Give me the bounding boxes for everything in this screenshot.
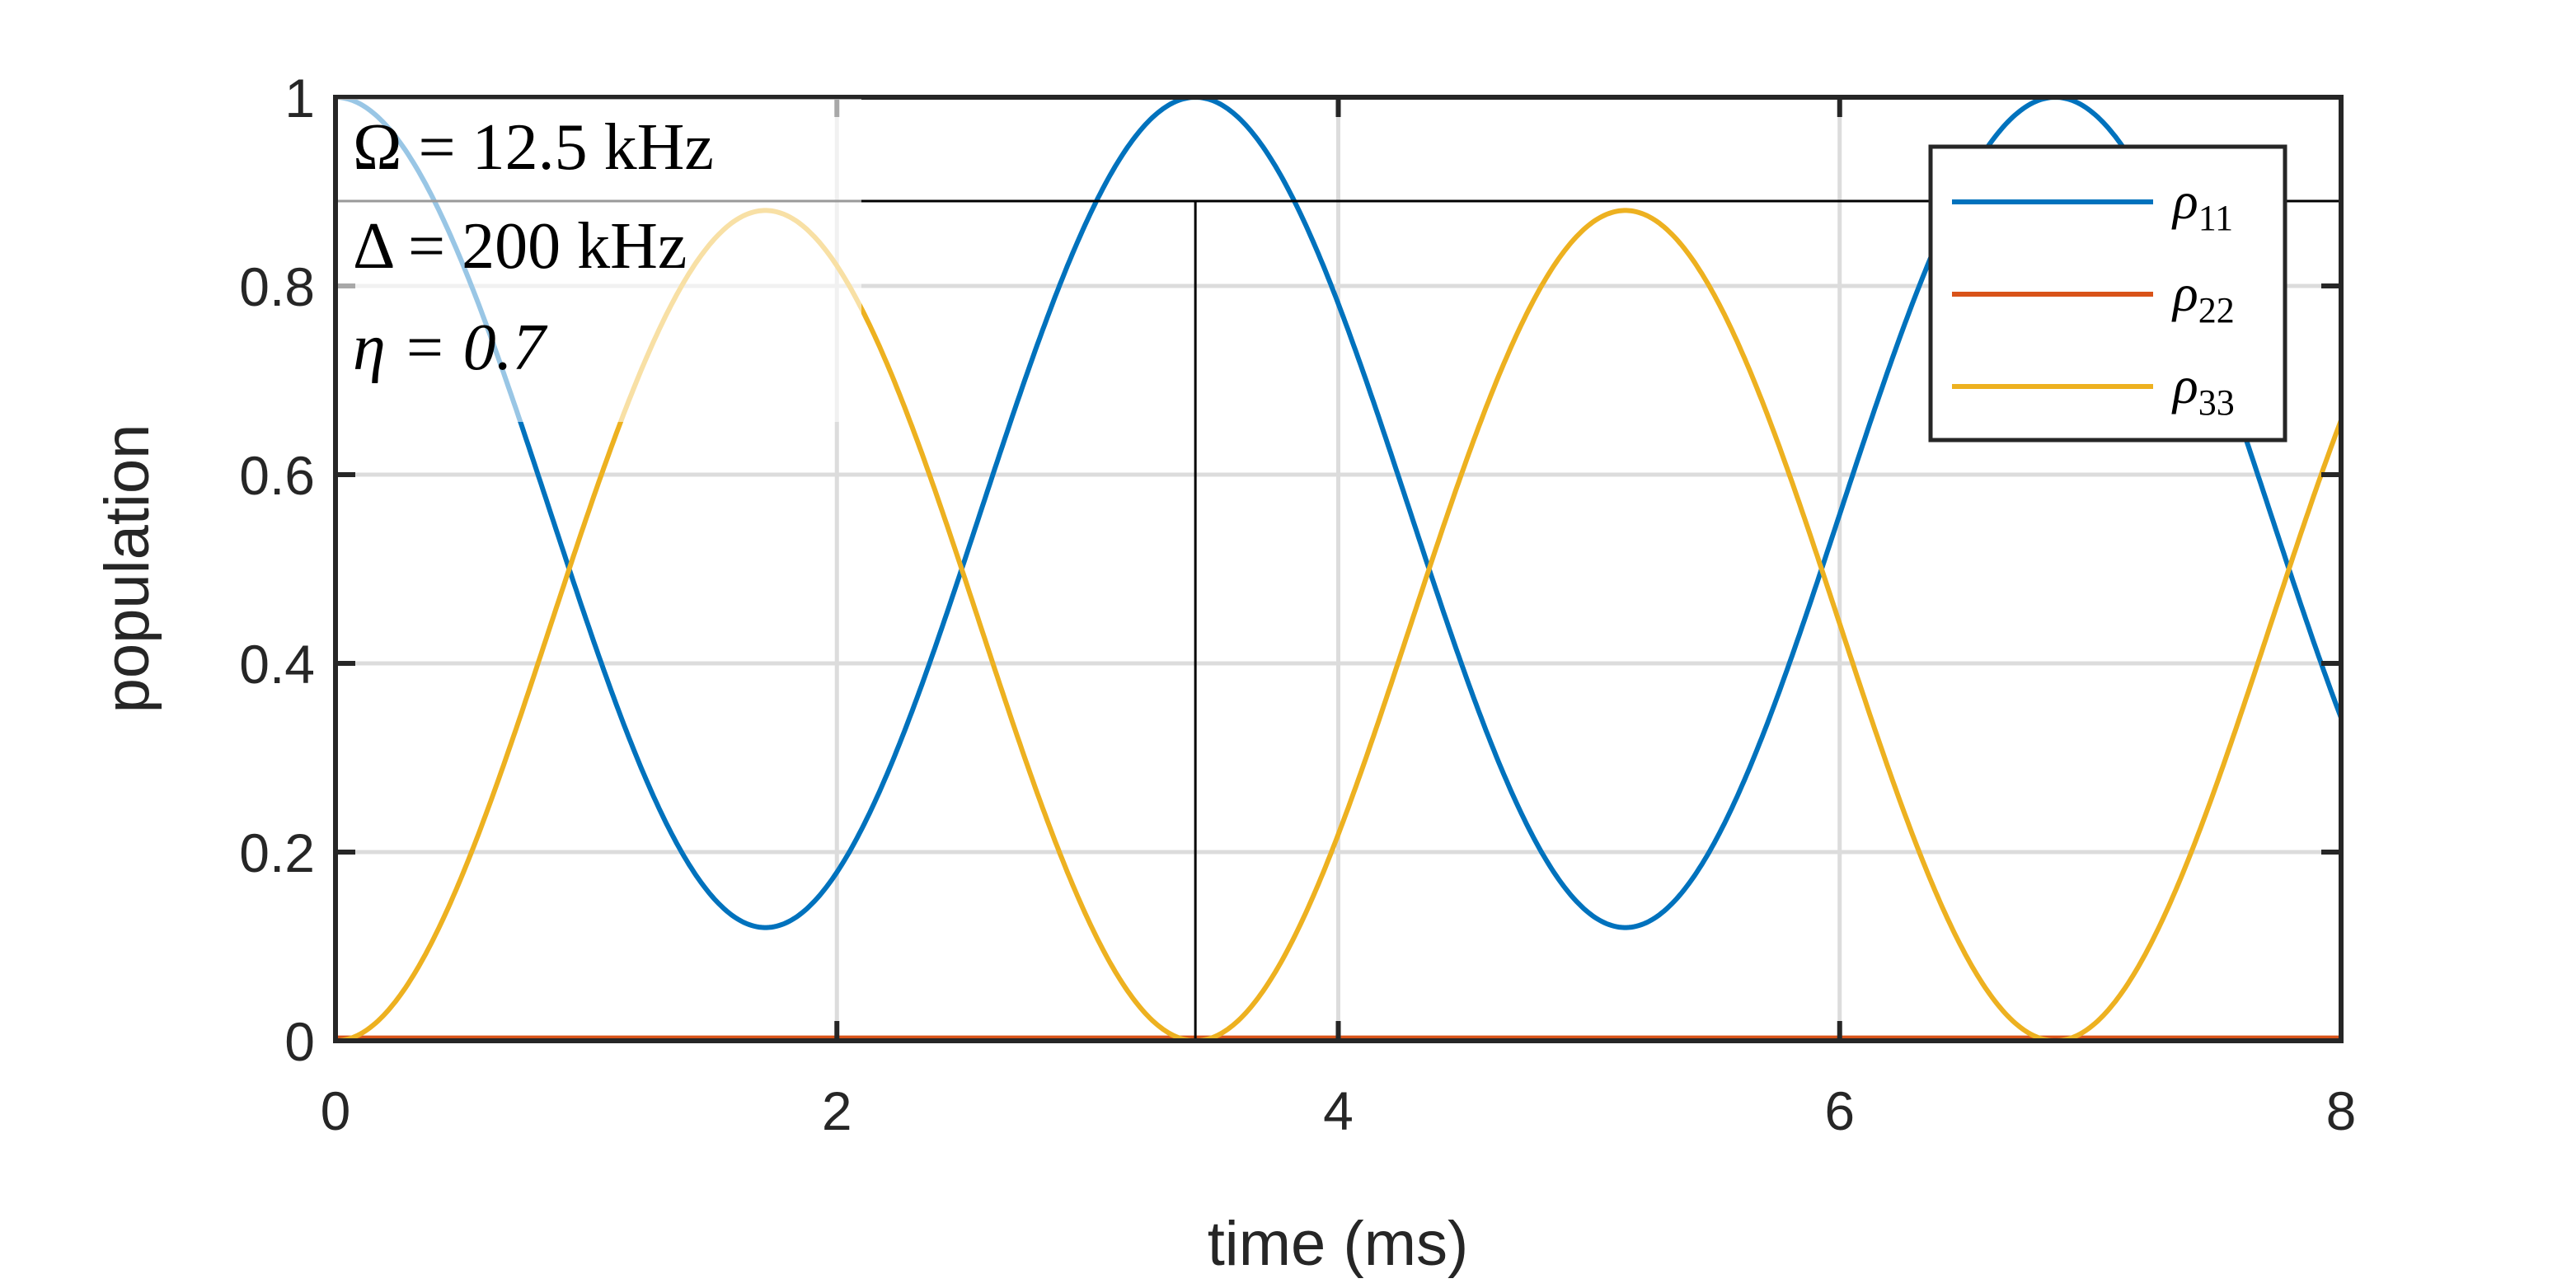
legend-items: ρ11 ρ22 ρ33 — [1952, 171, 2235, 423]
legend-label: ρ33 — [2171, 356, 2235, 423]
x-tick-label: 0 — [321, 1080, 351, 1141]
x-tick-label: 8 — [2326, 1080, 2357, 1141]
x-tick-label: 2 — [822, 1080, 852, 1141]
series-line — [335, 94, 2344, 930]
y-axis-title: population — [92, 424, 162, 714]
omega-annotation: Ω = 12.5 kHz — [353, 111, 714, 184]
x-axis-title: time (ms) — [1208, 1209, 1469, 1279]
y-tick-label: 0.2 — [239, 822, 315, 883]
y-tick-label: 0.6 — [239, 445, 315, 506]
x-tick-label: 4 — [1323, 1080, 1354, 1141]
legend-label: ρ22 — [2171, 264, 2235, 330]
y-tick-label: 1 — [284, 68, 315, 129]
eta-annotation: η = 0.7 — [353, 311, 548, 384]
y-tick-label: 0.4 — [239, 634, 315, 695]
axis-ticks: 0 2 4 6 8 0 0.2 0.4 0.6 0.8 1 — [239, 68, 2356, 1141]
y-tick-label: 0.8 — [239, 256, 315, 317]
legend: ρ11 ρ22 ρ33 — [1928, 144, 2287, 443]
delta-annotation: Δ = 200 kHz — [353, 210, 687, 283]
parameter-annotation: Ω = 12.5 kHz Δ = 200 kHz η = 0.7 — [338, 99, 861, 422]
x-tick-label: 6 — [1824, 1080, 1855, 1141]
y-tick-label: 0 — [284, 1011, 315, 1072]
legend-label: ρ11 — [2171, 171, 2233, 238]
parameter-box — [338, 99, 861, 422]
